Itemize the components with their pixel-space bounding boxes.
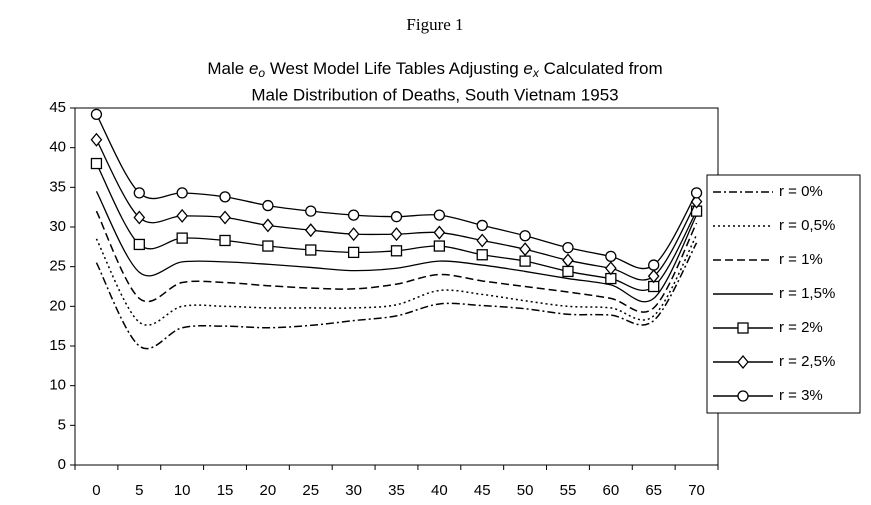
title-part: o: [258, 66, 265, 80]
marker: [90, 132, 103, 147]
x-tick-label: 65: [645, 482, 662, 499]
marker: [647, 269, 660, 284]
marker: [519, 242, 531, 257]
y-tick-label: 10: [49, 377, 66, 394]
y-tick-label: 5: [58, 416, 66, 433]
marker: [519, 230, 531, 242]
marker: [390, 227, 403, 242]
x-tick-label: 10: [174, 482, 191, 499]
marker: [305, 205, 317, 217]
marker: [562, 253, 574, 268]
marker: [347, 209, 360, 221]
legend-label: r = 2%: [779, 319, 823, 336]
marker: [390, 245, 403, 257]
marker: [133, 210, 146, 225]
marker: [90, 157, 103, 170]
marker: [305, 244, 317, 256]
legend-label: r = 0,5%: [779, 217, 835, 234]
title-part: x: [532, 66, 540, 80]
x-tick-label: 0: [92, 482, 100, 499]
marker: [133, 187, 145, 199]
title-part: Calculated from: [539, 59, 663, 78]
y-tick-label: 0: [58, 456, 66, 473]
y-tick-label: 20: [49, 297, 66, 314]
marker: [262, 218, 274, 233]
marker: [219, 210, 231, 225]
marker: [648, 259, 660, 271]
marker: [262, 199, 274, 212]
title-part: e: [523, 59, 532, 78]
marker: [219, 191, 231, 203]
marker: [176, 187, 188, 199]
figure-label: Figure 1: [406, 15, 463, 34]
x-tick-label: 40: [431, 482, 448, 499]
x-tick-label: 15: [217, 482, 234, 499]
marker: [562, 241, 574, 254]
title-part: e: [249, 59, 258, 78]
marker: [476, 219, 488, 232]
marker: [262, 240, 274, 252]
chart-title: Male Distribution of Deaths, South Vietn…: [251, 85, 618, 104]
marker: [433, 209, 446, 221]
title-part: West Model Life Tables Adjusting: [265, 59, 523, 78]
x-tick-label: 45: [474, 482, 491, 499]
marker: [390, 211, 403, 223]
y-tick-label: 25: [49, 258, 66, 275]
x-tick-label: 5: [135, 482, 143, 499]
marker: [737, 322, 749, 334]
series-line: [95, 242, 698, 350]
y-tick-label: 45: [49, 99, 66, 116]
marker: [690, 187, 703, 199]
x-tick-label: 60: [602, 482, 619, 499]
marker: [176, 232, 188, 244]
marker: [737, 390, 749, 402]
marker: [605, 250, 617, 263]
x-tick-label: 20: [260, 482, 277, 499]
x-tick-label: 25: [302, 482, 319, 499]
x-tick-label: 50: [517, 482, 534, 499]
marker: [347, 227, 360, 242]
series-line: [95, 163, 698, 291]
plot-area: [74, 107, 719, 466]
marker: [604, 261, 617, 276]
legend-label: r = 0%: [779, 183, 823, 200]
legend-label: r = 3%: [779, 387, 823, 404]
y-tick-label: 40: [49, 139, 66, 156]
x-tick-label: 70: [688, 482, 705, 499]
y-tick-label: 15: [49, 337, 66, 354]
marker: [304, 223, 317, 238]
marker: [176, 208, 189, 223]
x-tick-label: 55: [560, 482, 577, 499]
x-tick-label: 30: [345, 482, 362, 499]
marker: [562, 265, 574, 278]
marker: [133, 238, 145, 251]
marker: [433, 240, 446, 252]
x-tick-label: 35: [388, 482, 405, 499]
legend-label: r = 2,5%: [779, 353, 835, 370]
series-line: [95, 234, 698, 326]
marker: [433, 225, 446, 240]
marker: [219, 234, 231, 247]
marker: [476, 249, 488, 261]
series-line: [95, 210, 698, 313]
legend-label: r = 1%: [779, 251, 823, 268]
chart-title: Male eo West Model Life Tables Adjusting…: [207, 59, 662, 80]
y-tick-label: 30: [49, 218, 66, 235]
marker: [90, 108, 103, 120]
y-tick-label: 35: [49, 178, 66, 195]
marker: [737, 354, 749, 370]
marker: [519, 255, 531, 267]
marker: [476, 233, 489, 248]
legend-label: r = 1,5%: [779, 285, 835, 302]
title-part: Male: [207, 59, 249, 78]
marker: [347, 246, 360, 259]
